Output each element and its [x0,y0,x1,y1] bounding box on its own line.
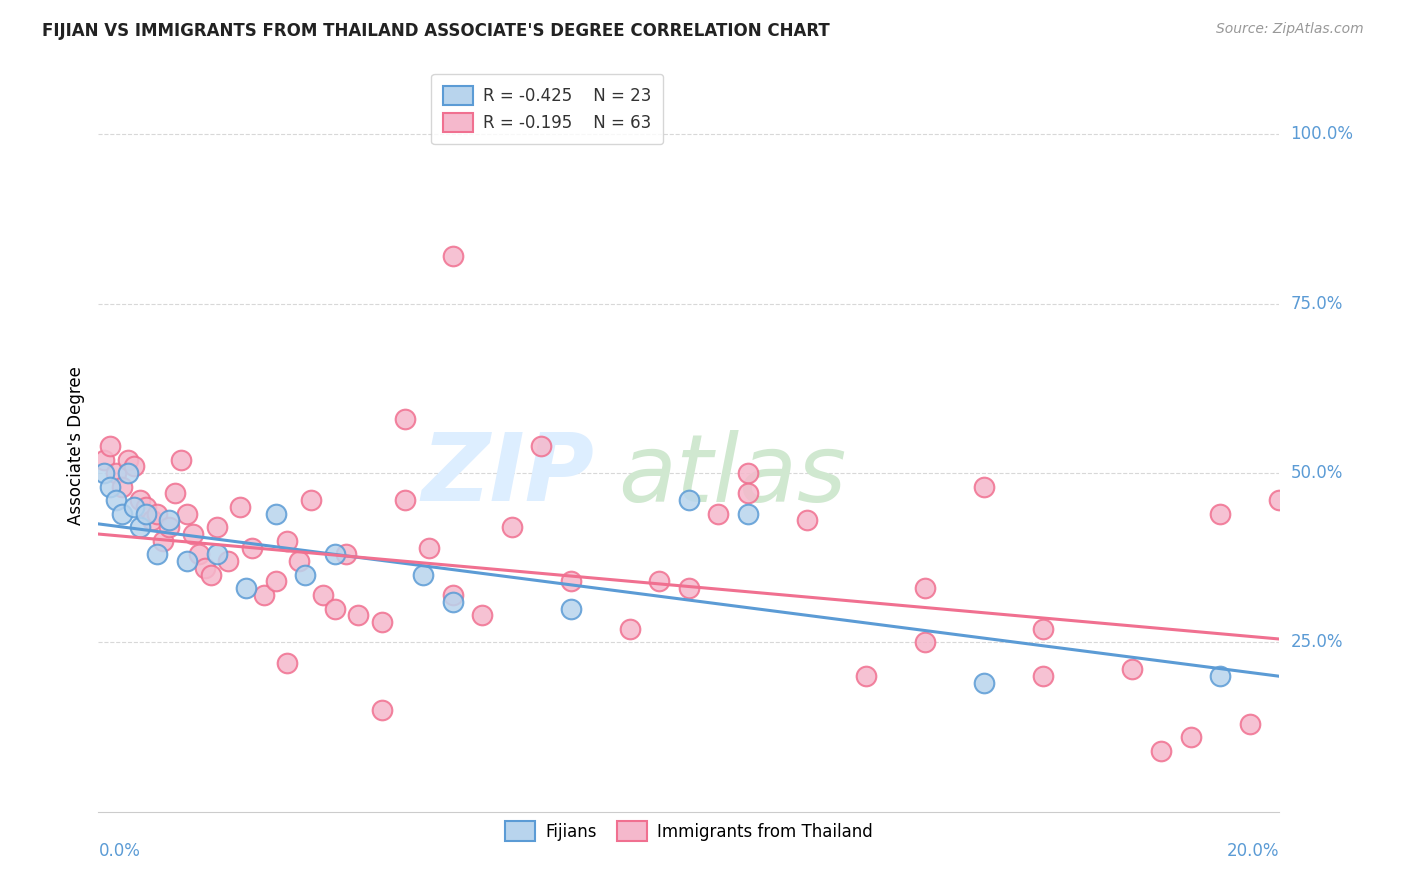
Point [323,547,346,561]
Point [1239,716,1261,731]
Point [1032,669,1054,683]
Point [217,554,239,568]
Legend: Fijians, Immigrants from Thailand: Fijians, Immigrants from Thailand [499,814,879,847]
Point [441,595,464,609]
Point [105,466,128,480]
Point [146,547,169,561]
Point [98,480,121,494]
Point [471,608,494,623]
Text: 75.0%: 75.0% [1291,294,1343,313]
Text: ZIP: ZIP [422,429,595,521]
Point [122,459,145,474]
Point [235,581,257,595]
Point [141,514,163,528]
Point [187,547,209,561]
Point [707,507,730,521]
Point [335,547,357,561]
Point [560,574,582,589]
Point [294,567,316,582]
Point [914,581,936,595]
Point [501,520,523,534]
Point [737,507,759,521]
Point [560,601,582,615]
Point [229,500,252,514]
Point [973,676,995,690]
Point [678,493,700,508]
Point [1150,744,1173,758]
Point [264,507,287,521]
Point [240,541,263,555]
Point [737,466,759,480]
Point [1209,669,1232,683]
Point [93,466,115,480]
Point [412,567,434,582]
Point [93,452,115,467]
Point [914,635,936,649]
Point [796,514,818,528]
Point [135,500,157,514]
Point [200,567,222,582]
Point [1268,493,1291,508]
Point [170,452,193,467]
Point [347,608,370,623]
Point [152,533,174,548]
Point [165,486,187,500]
Point [855,669,877,683]
Point [678,581,700,595]
Point [418,541,440,555]
Point [394,412,416,426]
Point [128,493,150,508]
Point [253,588,276,602]
Point [323,601,346,615]
Point [973,480,995,494]
Point [371,615,394,629]
Point [105,493,128,508]
Point [1180,730,1202,744]
Point [737,486,759,500]
Y-axis label: Associate's Degree: Associate's Degree [66,367,84,525]
Point [194,561,217,575]
Point [441,249,464,263]
Point [176,507,198,521]
Point [288,554,311,568]
Point [312,588,335,602]
Point [176,554,198,568]
Point [157,520,180,534]
Point [135,507,157,521]
Text: 25.0%: 25.0% [1291,633,1343,651]
Point [205,520,228,534]
Point [157,514,180,528]
Point [264,574,287,589]
Point [530,439,553,453]
Point [111,480,134,494]
Point [117,452,139,467]
Point [276,533,298,548]
Text: 20.0%: 20.0% [1227,842,1279,860]
Point [1121,663,1143,677]
Point [299,493,322,508]
Text: 50.0%: 50.0% [1291,464,1343,482]
Point [1032,622,1054,636]
Point [181,527,204,541]
Point [205,547,228,561]
Point [111,507,134,521]
Point [98,439,121,453]
Point [619,622,641,636]
Text: atlas: atlas [619,430,846,521]
Point [1209,507,1232,521]
Text: 0.0%: 0.0% [98,842,141,860]
Text: 100.0%: 100.0% [1291,126,1354,144]
Point [122,500,145,514]
Text: Source: ZipAtlas.com: Source: ZipAtlas.com [1216,22,1364,37]
Point [146,507,169,521]
Point [117,466,139,480]
Point [648,574,671,589]
Point [394,493,416,508]
Text: FIJIAN VS IMMIGRANTS FROM THAILAND ASSOCIATE'S DEGREE CORRELATION CHART: FIJIAN VS IMMIGRANTS FROM THAILAND ASSOC… [42,22,830,40]
Point [128,520,150,534]
Point [371,703,394,717]
Point [276,656,298,670]
Point [441,588,464,602]
